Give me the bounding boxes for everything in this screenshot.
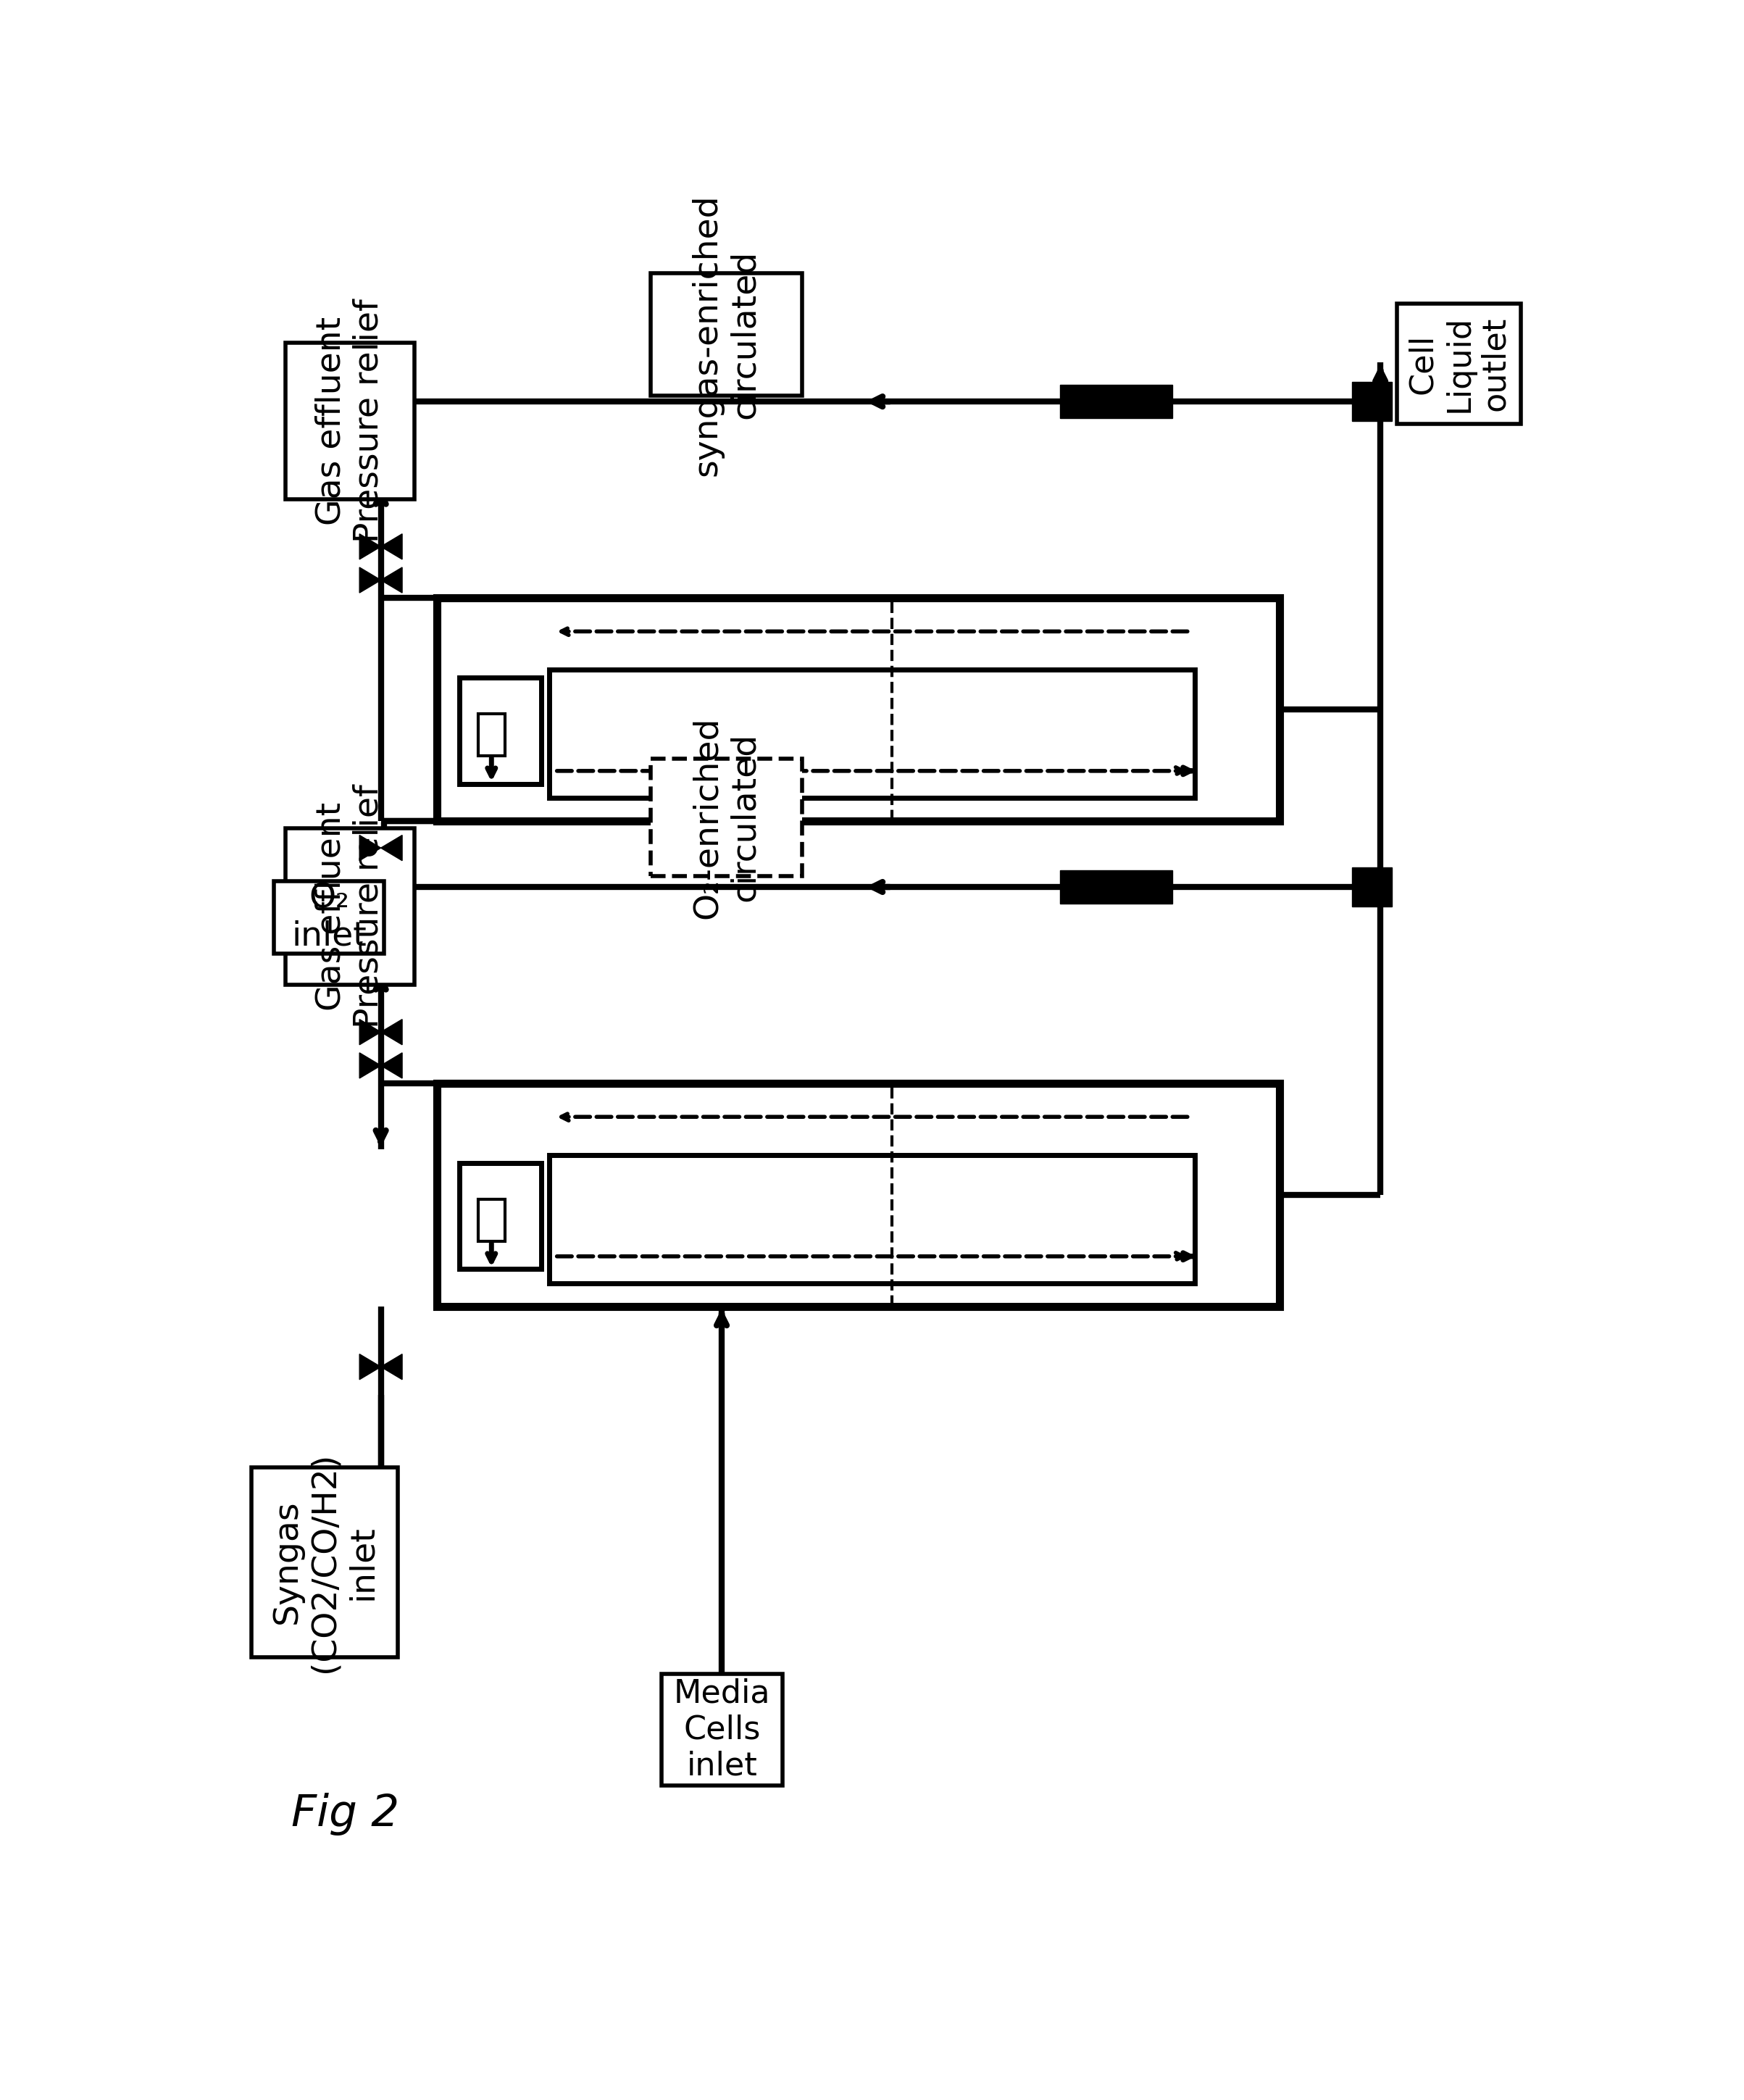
- Bar: [478, 1199, 506, 1241]
- Bar: [1060, 869, 1172, 903]
- Text: Media
Cells
inlet: Media Cells inlet: [673, 1678, 771, 1781]
- Bar: [274, 882, 384, 953]
- Polygon shape: [359, 533, 380, 559]
- Polygon shape: [380, 1018, 403, 1046]
- Bar: [286, 342, 415, 500]
- Text: O₂-enriched
circulated: O₂-enriched circulated: [691, 716, 762, 918]
- Polygon shape: [380, 836, 403, 861]
- Polygon shape: [380, 533, 403, 559]
- Bar: [1352, 382, 1392, 422]
- Text: Gas effluent
Pressure relief: Gas effluent Pressure relief: [316, 298, 385, 544]
- Bar: [549, 670, 1195, 798]
- Bar: [1397, 304, 1521, 424]
- Text: Gas effluent
Pressure relief: Gas effluent Pressure relief: [316, 785, 385, 1029]
- Bar: [438, 598, 1280, 821]
- Bar: [251, 1468, 398, 1657]
- Text: Syngas
(CO2/CO/H2)
inlet: Syngas (CO2/CO/H2) inlet: [270, 1451, 378, 1672]
- Polygon shape: [380, 1052, 403, 1077]
- Text: Fig 2: Fig 2: [291, 1793, 399, 1835]
- Bar: [478, 714, 506, 756]
- Bar: [459, 678, 541, 783]
- Bar: [1352, 867, 1392, 907]
- Bar: [1060, 384, 1172, 418]
- Bar: [651, 758, 802, 876]
- Polygon shape: [380, 1354, 403, 1380]
- Bar: [286, 827, 415, 985]
- Polygon shape: [359, 1052, 380, 1077]
- Bar: [459, 1163, 541, 1268]
- Text: Cell
Liquid
outlet: Cell Liquid outlet: [1407, 315, 1510, 412]
- Bar: [651, 273, 802, 397]
- Polygon shape: [359, 1018, 380, 1046]
- Polygon shape: [359, 567, 380, 592]
- Bar: [661, 1674, 783, 1785]
- Text: syngas-enriched
circulated: syngas-enriched circulated: [691, 193, 762, 477]
- Bar: [549, 1155, 1195, 1283]
- Polygon shape: [380, 567, 403, 592]
- Text: O₂
inlet: O₂ inlet: [291, 882, 366, 953]
- Polygon shape: [359, 836, 380, 861]
- Bar: [438, 1084, 1280, 1306]
- Polygon shape: [359, 1354, 380, 1380]
